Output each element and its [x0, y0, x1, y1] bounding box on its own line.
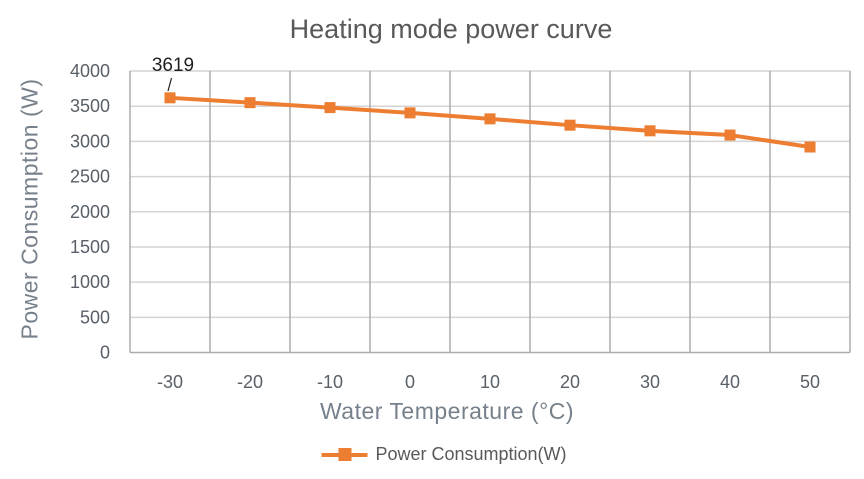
- legend: Power Consumption(W): [321, 444, 567, 465]
- data-point-marker: [644, 125, 656, 137]
- data-point-marker: [404, 107, 416, 119]
- chart-title: Heating mode power curve: [289, 14, 613, 44]
- data-point-marker: [244, 97, 256, 109]
- x-tick-label: 50: [800, 372, 820, 392]
- y-tick-label: 3500: [70, 96, 110, 116]
- y-tick-label: 3000: [70, 131, 110, 151]
- x-tick-label: -10: [317, 372, 343, 392]
- data-label-leader-line: [167, 77, 173, 92]
- data-label: 3619: [152, 55, 194, 76]
- y-tick-label: 0: [100, 343, 110, 363]
- data-point-marker: [324, 102, 336, 114]
- legend-label: Power Consumption(W): [375, 444, 567, 464]
- legend-line-marker-icon: [321, 448, 368, 461]
- data-point-marker: [564, 119, 576, 131]
- x-tick-label: 40: [720, 372, 740, 392]
- y-tick-label: 4000: [70, 61, 110, 81]
- x-tick-label: 20: [560, 372, 580, 392]
- y-tick-label: 1500: [70, 237, 110, 257]
- x-axis-title: Water Temperature (°C): [319, 398, 575, 424]
- y-tick-label: 2500: [70, 167, 110, 187]
- y-tick-label: 500: [80, 307, 110, 327]
- x-tick-label: 10: [480, 372, 500, 392]
- y-tick-label: 2000: [70, 202, 110, 222]
- data-point-marker: [164, 92, 176, 104]
- data-point-marker: [804, 141, 816, 153]
- data-point-marker: [484, 113, 496, 125]
- y-tick-label: 1000: [70, 272, 110, 292]
- data-point-marker: [724, 129, 736, 141]
- legend-square-marker: [338, 448, 352, 461]
- x-tick-label: -30: [157, 372, 183, 392]
- x-tick-label: 30: [640, 372, 660, 392]
- x-tick-label: 0: [405, 372, 415, 392]
- x-tick-label: -20: [237, 372, 263, 392]
